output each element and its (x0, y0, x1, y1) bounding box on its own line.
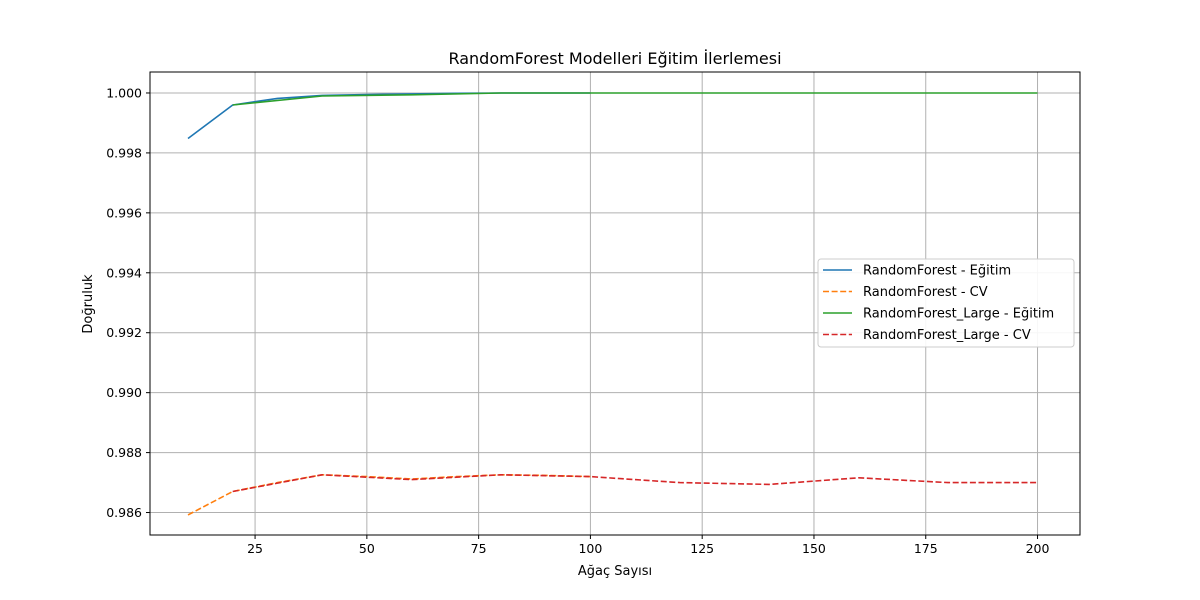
y-tick-label: 0.986 (106, 505, 142, 520)
y-tick-label: 0.996 (106, 205, 142, 220)
legend-label: RandomForest_Large - Eğitim (863, 307, 1054, 322)
legend-label: RandomForest - Eğitim (863, 264, 1011, 279)
y-tick-label: 0.990 (106, 385, 142, 400)
x-tick-label: 200 (1026, 541, 1050, 556)
legend-box (817, 258, 1075, 348)
x-axis-title: Ağaç Sayısı (578, 564, 652, 579)
y-axis-ticks: 0.986 0.988 0.990 0.992 0.994 0.996 0.998 1.000 (106, 85, 150, 520)
y-tick-label: 0.992 (106, 325, 142, 340)
grid (150, 72, 1080, 535)
chart-title: RandomForest Modelleri Eğitim İlerlemesi (448, 49, 781, 68)
x-tick-label: 125 (690, 541, 714, 556)
x-tick-label: 25 (247, 541, 263, 556)
plot-series (187, 92, 1038, 516)
y-tick-label: 0.988 (106, 445, 142, 460)
y-tick-label: 0.998 (106, 145, 142, 160)
x-tick-label: 50 (359, 541, 375, 556)
x-tick-label: 100 (578, 541, 602, 556)
y-tick-label: 1.000 (106, 85, 142, 100)
plot-frame (149, 71, 1081, 536)
x-tick-label: 150 (802, 541, 826, 556)
series-line-3 (232, 92, 1038, 106)
y-axis-title: Doğruluk (81, 274, 96, 334)
x-tick-label: 175 (914, 541, 938, 556)
legend-label: RandomForest_Large - CV (863, 328, 1031, 343)
x-tick-label: 75 (471, 541, 487, 556)
series-line-4 (232, 473, 1038, 493)
x-axis-ticks: 25 50 75 100 125 150 175 200 (247, 535, 1050, 556)
legend-label: RandomForest - CV (863, 285, 988, 300)
y-tick-label: 0.994 (106, 265, 142, 280)
legend: RandomForest - Eğitim RandomForest - CV Ra… (817, 258, 1075, 348)
